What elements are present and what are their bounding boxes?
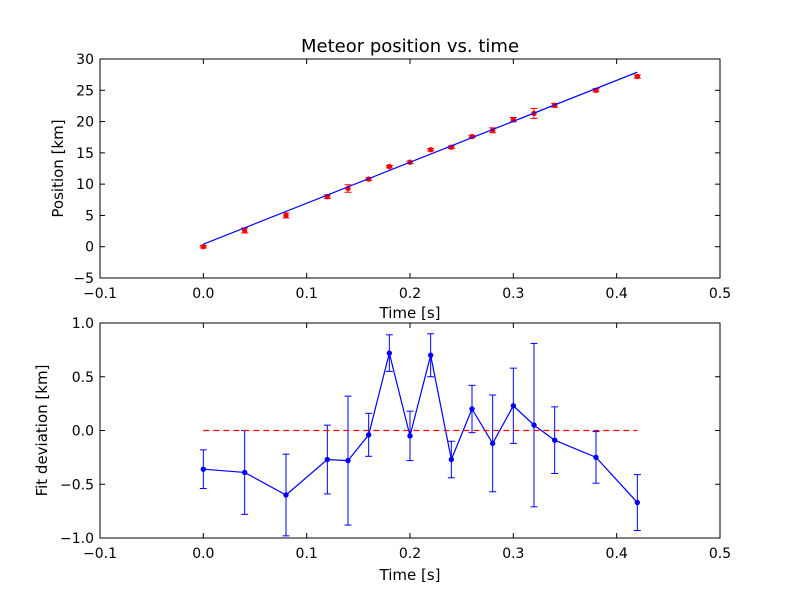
fit-deviation-plot-area: [199, 333, 641, 537]
fit-deviation-data-point: [593, 454, 599, 461]
position-y-tick-label: 5: [85, 208, 94, 224]
fit-deviation-data-point: [551, 437, 558, 443]
position-y-tick-label: 20: [76, 115, 94, 131]
fit-deviation-data-point: [324, 456, 331, 463]
position-x-tick-label: 0.1: [296, 286, 318, 302]
fit-deviation-data-point: [531, 422, 537, 428]
fit-deviation-y-tick-label: −0.5: [60, 477, 94, 493]
fit-deviation-x-tick-label: 0.4: [606, 546, 628, 562]
fit-deviation-data-point: [283, 492, 289, 498]
position-x-tick-label: 0.2: [399, 286, 421, 302]
fit-deviation-data-point: [407, 433, 413, 439]
position-x-tick-label: −0.1: [83, 286, 117, 302]
fit-deviation-y-tick-label: −1.0: [60, 531, 94, 547]
fit-deviation-data-point: [634, 499, 641, 506]
position-x-axis-label: Time [s]: [379, 304, 441, 322]
fit-deviation-x-tick-label: 0.2: [399, 546, 421, 562]
position-y-tick-label: 0: [85, 240, 94, 256]
fit-deviation-data-point: [200, 466, 207, 472]
position-y-axis-label: Position [km]: [49, 119, 67, 217]
fit-deviation-data-point: [345, 457, 351, 464]
position-data-point: [200, 244, 207, 250]
fit-deviation-data-point: [386, 350, 393, 356]
position-fit-line: [203, 71, 638, 245]
position-data-point: [634, 73, 641, 80]
position-x-tick-label: 0.3: [502, 286, 524, 302]
fit-deviation-data-point: [365, 432, 372, 438]
fit-deviation-x-tick-label: 0.3: [502, 546, 524, 562]
fit-deviation-x-tick-label: 0.0: [192, 546, 214, 562]
position-data-point: [427, 147, 434, 153]
position-y-tick-label: 25: [76, 83, 94, 99]
fit-deviation-y-tick-label: 0.0: [72, 424, 94, 440]
fit-deviation-x-axis-label: Time [s]: [379, 566, 441, 584]
fit-deviation-chart: −0.1 0.0 0.1 0.2 0.3 0.4 0.5−1.0−0.50.00.51.0 …: [33, 316, 731, 584]
fit-deviation-y-tick-label: 1.0: [72, 316, 94, 332]
position-y-tick-label: −5: [73, 271, 94, 287]
fit-deviation-data-point: [448, 456, 455, 463]
position-ticks: −0.1 0.0 0.1 0.2 0.3 0.4 0.5 −5 0 5 10 15 20 25 30: [73, 52, 731, 302]
position-chart-title: Meteor position vs. time: [301, 36, 519, 57]
position-x-tick-label: 0.4: [606, 286, 628, 302]
fit-deviation-data-point: [489, 440, 496, 447]
fit-deviation-data-point: [241, 469, 248, 476]
position-data-point: [386, 163, 393, 170]
fit-deviation-y-tick-label: 0.5: [72, 370, 94, 386]
fit-deviation-y-axis-label: Fit deviation [km]: [33, 365, 51, 497]
fit-deviation-x-tick-label: −0.1: [83, 546, 117, 562]
position-data-point: [283, 212, 289, 219]
position-y-tick-label: 10: [76, 177, 94, 193]
fit-deviation-data-point: [469, 406, 475, 412]
position-plot-area: [199, 71, 641, 250]
position-chart: Meteor position vs. time −0.1 0.0 0.1 0.2 0.…: [49, 36, 731, 322]
fit-deviation-x-tick-label: 0.5: [709, 546, 731, 562]
fit-deviation-data-point: [510, 403, 517, 409]
position-y-tick-label: 15: [76, 146, 94, 162]
position-x-tick-label: 0.5: [709, 286, 731, 302]
fit-deviation-data-point: [427, 352, 434, 358]
fit-deviation-x-tick-label: 0.1: [296, 546, 318, 562]
position-x-tick-label: 0.0: [192, 286, 214, 302]
fit-deviation-ticks: −0.1 0.0 0.1 0.2 0.3 0.4 0.5 −1.0 −0.5 0.0 0.5 1.0: [60, 316, 731, 562]
position-y-tick-label: 30: [76, 52, 94, 68]
